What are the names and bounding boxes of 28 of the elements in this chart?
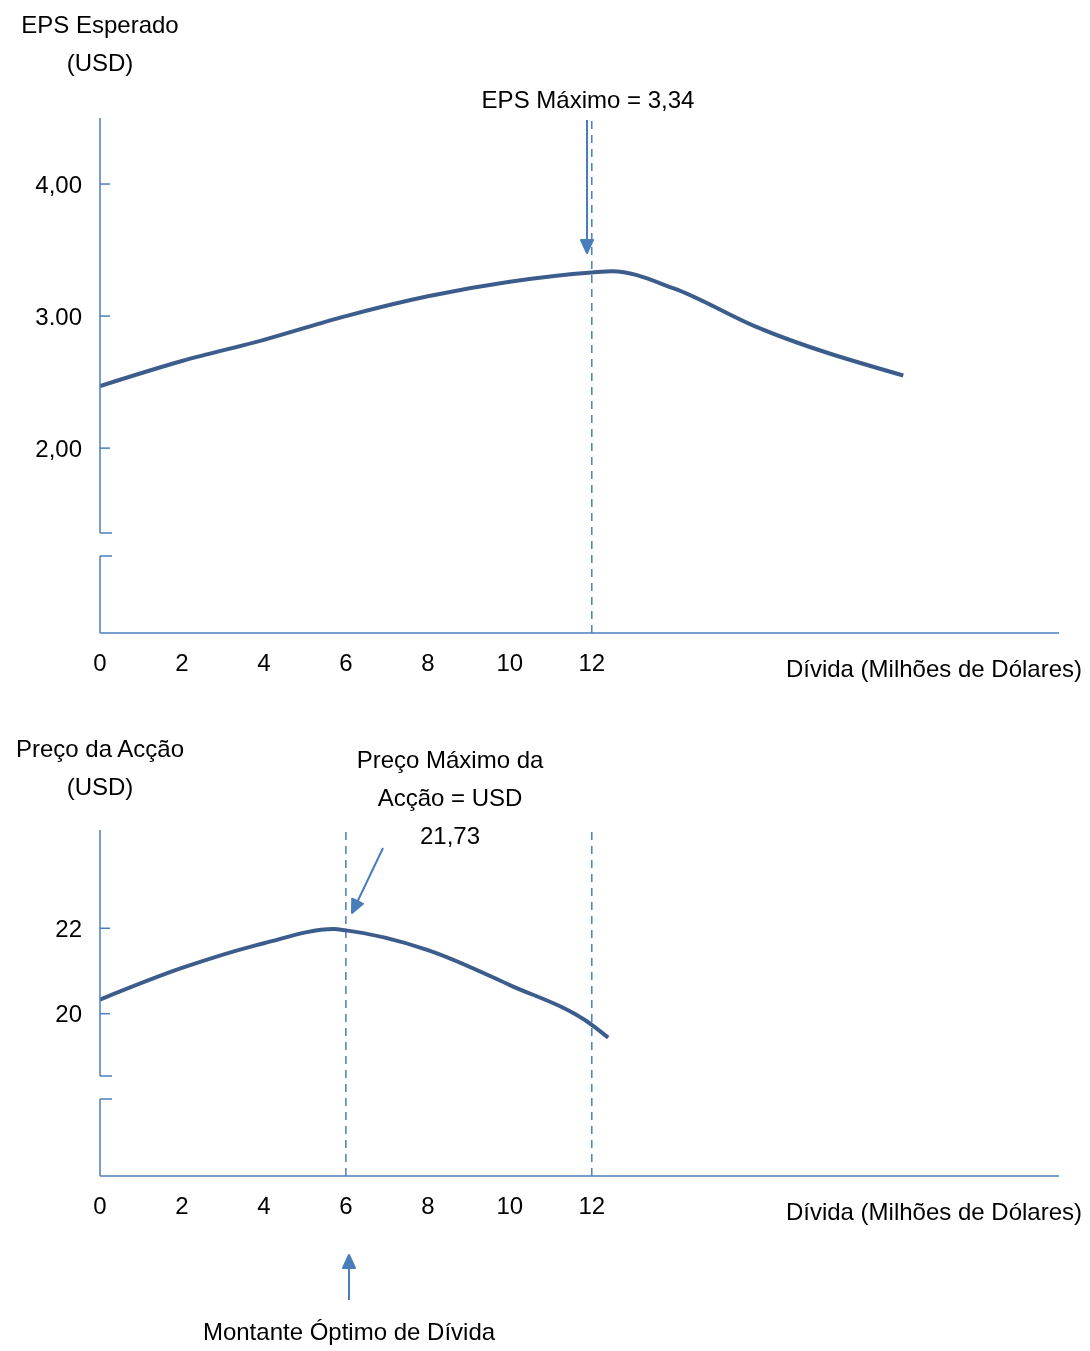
line-series (100, 927, 611, 1040)
x-tick-label: 6 (339, 1192, 353, 1219)
text: Montante Óptimo de Dívida (202, 1318, 496, 1345)
x-tick-label: 8 (421, 649, 435, 676)
x-tick-label: 12 (578, 1192, 606, 1219)
y-tick-label: 3.00 (35, 302, 82, 330)
x-tick-label: 0 (93, 1192, 107, 1219)
x-axis-title: Dívida (Milhões de Dólares) (785, 1198, 1082, 1226)
x-tick-label: 10 (496, 649, 524, 676)
x-tick-label: 8 (421, 1192, 435, 1219)
x-tick-label: 2 (175, 649, 189, 676)
x-tick-label: 2 (175, 1192, 189, 1219)
x-axis-title: Dívida (Milhões de Dólares) (785, 655, 1082, 683)
x-tick-label: 6 (339, 649, 353, 676)
x-tick-label: 0 (93, 649, 107, 676)
y-tick-label: 4,00 (35, 170, 82, 198)
x-tick-label: 10 (496, 1192, 524, 1219)
y-tick-label: 22 (55, 914, 82, 942)
text: EPS Máximo = 3,34 (481, 86, 695, 113)
annotation: Preço Máximo da Acção = USD 21,73 (356, 746, 545, 849)
y-tick-label: 20 (55, 1000, 82, 1028)
x-tick-label: 4 (257, 1192, 271, 1219)
line-series (100, 269, 906, 389)
y-tick-label: 2,00 (35, 434, 82, 462)
x-tick-label: 4 (257, 649, 271, 676)
y-axis-title: EPS Esperado (USD) (20, 10, 180, 78)
x-tick-label: 12 (578, 649, 606, 676)
y-axis-title: Preço da Acção (USD) (14, 734, 186, 802)
